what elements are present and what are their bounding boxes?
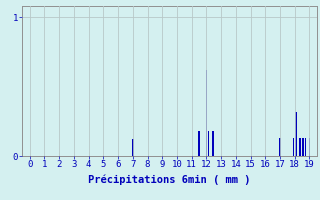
Bar <box>132 139 133 156</box>
Bar <box>198 131 200 156</box>
Bar <box>299 138 300 156</box>
Bar <box>206 70 207 156</box>
Bar <box>305 138 307 156</box>
X-axis label: Précipitations 6min ( mm ): Précipitations 6min ( mm ) <box>88 175 251 185</box>
Bar <box>295 112 297 156</box>
Bar <box>292 138 294 156</box>
Bar <box>302 138 304 156</box>
Bar <box>208 131 209 156</box>
Bar <box>212 131 214 156</box>
Bar <box>309 138 310 156</box>
Bar <box>279 138 281 156</box>
